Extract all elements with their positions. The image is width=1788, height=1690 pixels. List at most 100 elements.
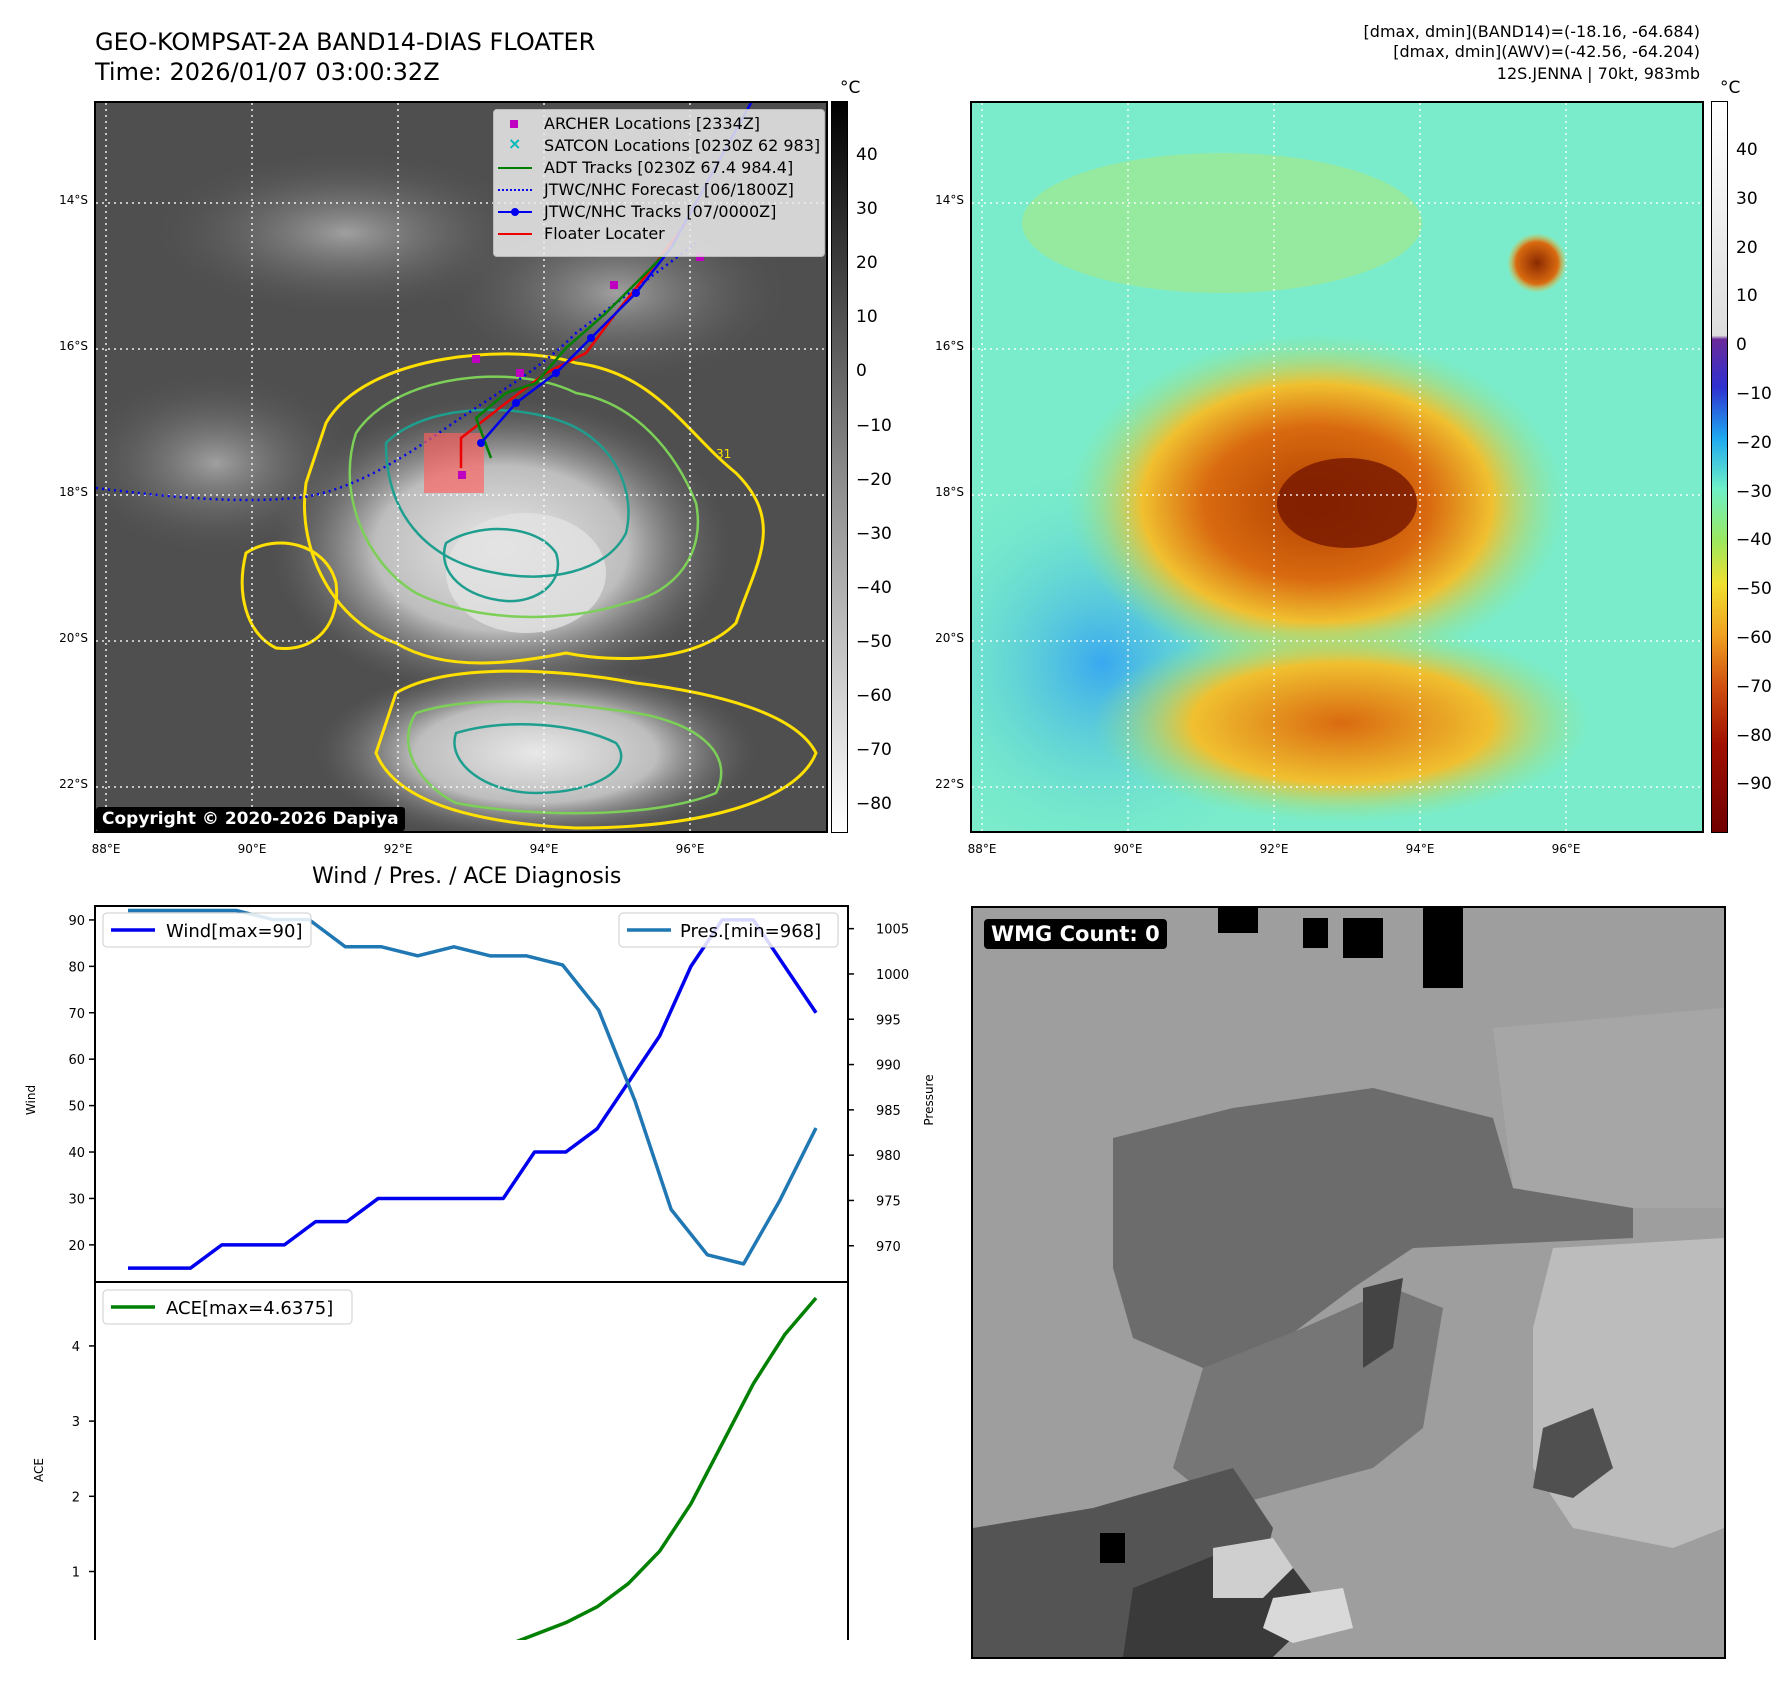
contour-teal-main [384,408,630,578]
colorbar-tick-label: −60 [856,686,892,706]
wind-axis-title: Wind [24,1085,38,1115]
ace-tick-label: 3 [72,1415,80,1430]
wmg-canvas [973,908,1724,1657]
info-line-awv: [dmax, dmin](AWV)=(-42.56, -64.204) [1393,42,1700,61]
colorbar-tick-label: −30 [856,523,892,544]
lon-label: 90°E [237,842,267,856]
cloud-mass-south [316,663,756,831]
colorbar-tick-label: −30 [1736,481,1772,502]
colorbar-tick-label: −10 [1736,384,1772,404]
lat-label: 16°S [935,339,964,353]
contour-green-south [406,700,723,815]
colorbar-tick-label: −70 [856,740,892,761]
info-line-band14: [dmax, dmin](BAND14)=(-18.16, -64.684) [1363,22,1700,41]
ace-tick-label: 1 [72,1566,80,1581]
lat-label: 22°S [59,777,88,791]
adt-track [474,242,677,459]
wind-legend-label: Wind[max=90] [166,921,303,942]
jtwc-forecast-line [96,242,697,502]
lon-label: 92°E [383,842,413,856]
lat-label: 16°S [59,339,88,353]
colorbar-tick-label: 0 [1736,335,1747,356]
wmg-dark-region-main [1113,1088,1633,1368]
ace-legend-label: ACE[max=4.6375] [166,1298,333,1319]
contour-yellow-main [303,352,765,665]
colorbar-tick-label: −50 [856,631,892,652]
colorbar-tick-label: 10 [856,307,878,328]
colorbar-tick-label: −20 [856,469,892,490]
wmg-dark-region-east [1533,1408,1613,1498]
diagnosis-title: Wind / Pres. / ACE Diagnosis [312,864,622,889]
copyright-badge: Copyright © 2020-2026 Dapiya [96,807,405,831]
satcon-marker-icon: × [508,134,522,153]
pressure-tick-label: 1000 [876,968,909,983]
colorbar-tick-label: −50 [1736,579,1772,600]
wind-pres-axes [94,905,849,1283]
pressure-legend-label: Pres.[min=968] [680,921,821,942]
colorbar-color [1711,101,1728,833]
adt-line-icon [498,167,532,169]
lon-label: 88°E [91,842,121,856]
moist-band-north [1022,153,1422,293]
wind-tick-label: 20 [68,1239,85,1254]
floater-line-icon [498,233,532,235]
lon-label: 88°E [967,842,997,856]
wind-tick-label: 80 [68,960,85,975]
ace-axis-title: ACE [32,1458,46,1482]
wind-tick-label: 30 [68,1192,85,1207]
contour-yellow-south [374,669,818,830]
colorbar-tick-label: 0 [856,361,867,382]
panel-title-line2: Time: 2026/01/07 03:00:32Z [95,58,440,86]
wind-series-line [128,918,818,1270]
colorbar-tick-label: −40 [1736,530,1772,551]
cloud-top-isolated [1507,233,1567,293]
colorbar-color-unit: °C [1720,78,1741,98]
cloud-mass-core [446,513,606,633]
diagnosis-chart: Wind Pressure ACE 20 30 40 50 60 70 80 90 970 975… [24,905,936,1640]
lat-label: 18°S [935,485,964,499]
lat-label: 14°S [59,193,88,207]
pressure-tick-label: 985 [876,1104,901,1119]
colorbar-tick-label: 20 [1736,237,1758,258]
colorbar-tick-label: 10 [1736,286,1758,307]
pressure-tick-label: 990 [876,1059,901,1074]
ace-series-line [515,1296,818,1640]
forecast-line-icon [498,189,532,191]
pressure-tick-label: 975 [876,1194,901,1209]
archer-marker-icon [510,120,518,128]
pressure-axis-title: Pressure [922,1074,936,1125]
colorbar-tick-label: 30 [1736,188,1758,209]
cloud-band-north [156,153,536,313]
wmg-black-block [1100,1533,1125,1563]
ace-legend: ACE[max=4.6375] [102,1289,353,1325]
lat-label: 22°S [935,777,964,791]
wmg-black-block [1218,908,1258,933]
color-map-canvas [972,103,1702,831]
colorbar-tick-label: −20 [1736,432,1772,453]
colorbar-tick-label: 30 [856,199,878,220]
wmg-black-block [1343,918,1383,958]
colorbar-tick-label: −90 [1736,774,1772,795]
wind-legend: Wind[max=90] [102,912,312,948]
colorbar-tick-label: −60 [1736,628,1772,648]
wmg-panel: WMG Count: 0 [971,906,1726,1659]
wind-tick-label: 40 [68,1146,85,1161]
pressure-series-line [128,908,818,1266]
contour-yellow-west [240,541,339,651]
wind-tick-label: 90 [68,914,85,929]
pressure-tick-label: 995 [876,1013,901,1028]
colorbar-tick-label: −40 [856,577,892,598]
archer-points [458,253,704,479]
ace-axes [94,1281,849,1640]
colorbar-gray-unit: °C [840,78,861,98]
lon-label: 94°E [529,842,559,856]
colorbar-gray [831,101,848,833]
jtwc-track-points [477,289,640,447]
wmg-black-block [1423,908,1463,988]
panel-title-line1: GEO-KOMPSAT-2A BAND14-DIAS FLOATER [95,28,596,56]
pressure-legend: Pres.[min=968] [618,912,839,948]
color-enhanced-map [970,101,1704,833]
wind-tick-label: 70 [68,1007,85,1022]
floater-box [424,433,484,493]
colorbar-tick-label: 20 [856,253,878,274]
